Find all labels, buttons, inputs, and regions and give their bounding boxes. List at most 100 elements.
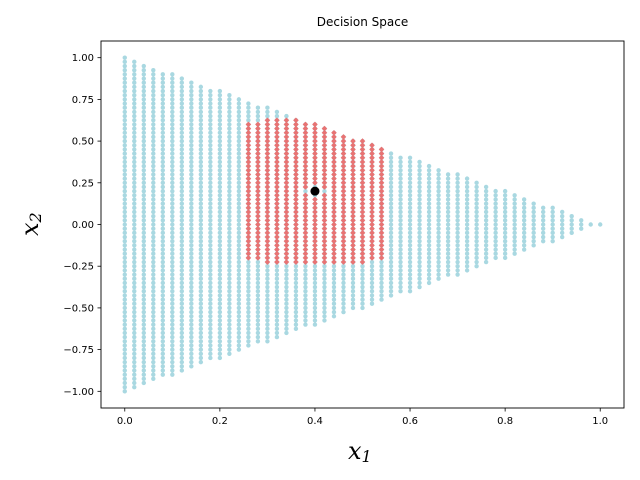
series-0-point-1532	[360, 276, 365, 281]
series-0-point-678	[208, 301, 213, 306]
series-0-point-1566	[369, 301, 375, 306]
series-1-point-74	[264, 225, 271, 232]
series-1-point-468	[378, 192, 385, 199]
series-0-point-228	[141, 97, 146, 102]
series-0-point-1698	[398, 201, 403, 206]
series-0-point-1759	[417, 218, 422, 223]
series-0-point-342	[160, 247, 166, 252]
series-1-point-162	[283, 150, 290, 157]
series-0-point-1821	[436, 201, 441, 206]
series-0-point-1804	[436, 272, 441, 277]
series-1-point-8	[245, 221, 252, 228]
series-0-point-561	[189, 230, 194, 236]
series-0-point-86	[132, 364, 137, 369]
series-0-point-672	[208, 326, 213, 331]
series-0-point-789	[217, 109, 223, 115]
series-0-point-443	[170, 130, 175, 135]
series-0-point-142	[132, 130, 137, 135]
series-0-point-652	[198, 134, 204, 140]
series-0-point-391	[170, 347, 175, 352]
series-1-point-81	[264, 196, 271, 203]
series-0-point-1853	[445, 176, 451, 181]
series-0-point-1314	[312, 264, 318, 269]
series-0-point-1380	[322, 188, 327, 194]
series-0-point-1100	[274, 301, 280, 306]
series-0-point-1094	[274, 326, 280, 331]
series-0-point-1873	[455, 197, 460, 202]
series-0-point-1866	[455, 226, 460, 231]
series-0-point-173	[141, 326, 146, 331]
series-1-point-459	[378, 230, 385, 236]
series-0-point-538	[189, 326, 194, 331]
series-0-point-234	[141, 72, 146, 77]
series-0-point-1303	[312, 309, 318, 315]
series-0-point-1812	[436, 238, 441, 244]
series-1-point-169	[283, 121, 290, 128]
series-1-point-116	[274, 196, 280, 203]
series-0-point-1858	[455, 259, 460, 265]
series-0-point-676	[208, 309, 213, 315]
series-0-point-994	[255, 272, 261, 277]
series-0-point-1974	[502, 197, 508, 202]
series-0-point-713	[208, 155, 213, 160]
series-0-point-926	[246, 314, 251, 319]
series-0-point-1449	[341, 276, 346, 281]
series-1-point-420	[359, 154, 366, 161]
series-1-point-303	[331, 255, 337, 261]
series-0-point-327	[160, 309, 166, 315]
series-0-point-1719	[407, 251, 413, 256]
series-0-point-201	[141, 209, 146, 215]
series-0-point-1041	[265, 314, 270, 319]
series-0-point-674	[208, 318, 213, 323]
series-1-point-290	[321, 171, 328, 178]
series-0-point-595	[189, 88, 194, 94]
series-0-point-1675	[388, 155, 394, 160]
series-0-point-718	[208, 134, 213, 140]
series-0-point-997	[255, 259, 261, 265]
series-1-point-113	[274, 209, 280, 215]
series-0-point-1356	[322, 289, 327, 294]
series-1-point-52	[255, 175, 261, 182]
series-0-point-338	[160, 264, 166, 269]
series-0-point-286	[151, 172, 156, 177]
series-0-point-540	[189, 318, 194, 323]
series-0-point-1931	[483, 230, 489, 236]
series-0-point-2050	[598, 222, 603, 227]
series-0-point-265	[151, 259, 156, 265]
series-0-point-744	[217, 297, 223, 302]
series-0-point-407	[170, 280, 175, 286]
series-0-point-1709	[398, 155, 403, 160]
series-0-point-115	[132, 243, 137, 248]
series-0-point-350	[160, 213, 166, 219]
x-tick-label-2: 0.4	[307, 416, 323, 427]
series-1-point-204	[293, 121, 299, 128]
series-0-point-882	[236, 247, 242, 252]
series-0-point-1162	[284, 268, 289, 273]
series-0-point-511	[179, 147, 185, 152]
series-0-point-478	[179, 284, 185, 290]
series-0-point-603	[198, 339, 204, 344]
series-1-point-186	[293, 196, 299, 203]
series-0-point-1647	[388, 272, 394, 277]
series-0-point-726	[208, 101, 213, 106]
series-0-point-1798	[426, 180, 432, 185]
series-0-point-70	[122, 97, 127, 102]
series-0-point-197	[141, 226, 146, 231]
series-0-point-816	[227, 264, 232, 269]
series-0-point-1493	[350, 268, 356, 273]
series-1-point-366	[350, 255, 356, 261]
series-0-point-2035	[559, 230, 565, 236]
series-0-point-1911	[474, 230, 479, 236]
x-axis-label: x1	[348, 437, 372, 466]
series-0-point-571	[189, 188, 194, 194]
series-0-point-1819	[436, 209, 441, 215]
series-0-point-461	[179, 355, 185, 361]
series-0-point-636	[198, 201, 204, 206]
series-0-point-1757	[417, 226, 422, 231]
series-1-point-277	[321, 230, 328, 236]
series-0-point-1783	[426, 243, 432, 248]
series-0-point-266	[151, 255, 156, 261]
series-1-point-138	[283, 250, 290, 257]
series-1-point-436	[369, 209, 375, 215]
series-1-point-78	[264, 209, 271, 215]
